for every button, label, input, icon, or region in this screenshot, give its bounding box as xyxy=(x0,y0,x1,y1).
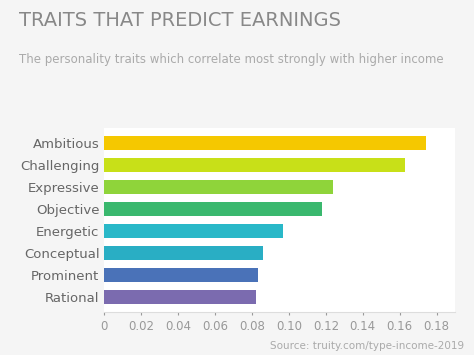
Bar xyxy=(104,268,257,282)
Text: The personality traits which correlate most strongly with higher income: The personality traits which correlate m… xyxy=(19,53,444,66)
Text: TRAITS THAT PREDICT EARNINGS: TRAITS THAT PREDICT EARNINGS xyxy=(19,11,341,30)
Bar xyxy=(104,158,405,172)
Bar xyxy=(104,180,333,194)
Bar xyxy=(104,136,426,150)
Bar xyxy=(104,202,322,216)
Bar xyxy=(104,246,263,260)
Bar xyxy=(104,224,283,238)
Text: Source: truity.com/type-income-2019: Source: truity.com/type-income-2019 xyxy=(270,342,465,351)
Bar xyxy=(104,290,255,304)
